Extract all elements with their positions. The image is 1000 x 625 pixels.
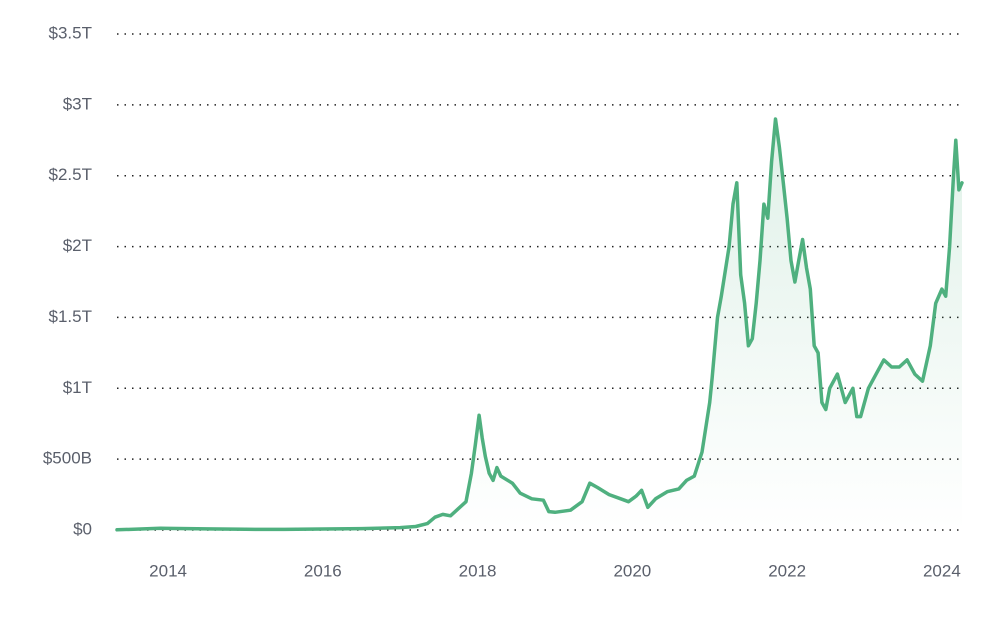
y-tick-label: $500B (43, 449, 92, 468)
y-tick-label: $3.5T (49, 23, 92, 42)
x-tick-label: 2024 (923, 561, 961, 580)
y-tick-label: $2T (63, 236, 92, 255)
y-tick-label: $1T (63, 378, 92, 397)
area (117, 119, 962, 530)
x-tick-label: 2018 (459, 561, 497, 580)
x-tick-label: 2014 (149, 561, 187, 580)
x-tick-label: 2022 (768, 561, 806, 580)
y-tick-label: $0 (73, 519, 92, 538)
x-tick-label: 2020 (613, 561, 651, 580)
line (115, 117, 964, 532)
y-tick-label: $2.5T (49, 165, 92, 184)
y-tick-label: $1.5T (49, 307, 92, 326)
y-tick-label: $3T (63, 94, 92, 113)
x-tick-label: 2016 (304, 561, 342, 580)
